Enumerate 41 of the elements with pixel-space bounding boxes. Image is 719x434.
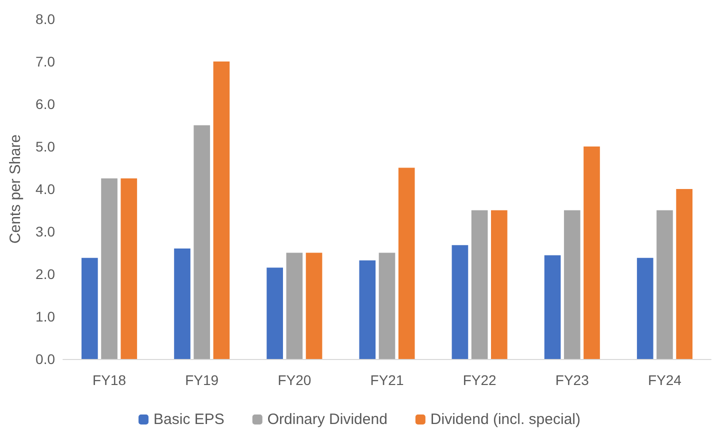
- legend-label: Ordinary Dividend: [267, 411, 388, 428]
- y-tick-label: 4.0: [36, 181, 56, 197]
- bar: [101, 178, 118, 359]
- bar: [584, 146, 600, 359]
- x-tick-label: FY21: [370, 372, 404, 388]
- bar: [378, 252, 396, 359]
- bar: [491, 210, 508, 359]
- y-tick-label: 8.0: [36, 11, 56, 27]
- bar: [471, 210, 488, 359]
- x-tick-label: FY20: [278, 372, 312, 388]
- bar: [306, 252, 322, 359]
- bar: [636, 258, 654, 359]
- bar: [544, 255, 561, 359]
- bar: [359, 260, 376, 359]
- bar: [194, 125, 210, 359]
- y-tick-label: 6.0: [36, 96, 56, 112]
- legend-label: Dividend (incl. special): [430, 411, 580, 428]
- bar: [398, 168, 415, 359]
- x-tick-label: FY19: [185, 372, 219, 388]
- x-tick-label: FY24: [648, 372, 682, 388]
- bar: [286, 252, 303, 359]
- bar: [266, 268, 283, 359]
- bar: [452, 245, 468, 359]
- x-tick-label: FY23: [555, 372, 590, 388]
- y-tick-label: 1.0: [36, 308, 56, 324]
- y-tick-label: 2.0: [36, 266, 56, 282]
- legend-label: Basic EPS: [154, 411, 224, 428]
- x-tick-label: FY18: [92, 372, 126, 388]
- bar: [213, 62, 230, 359]
- bar: [564, 210, 580, 359]
- bar: [174, 248, 190, 359]
- bar: [676, 189, 692, 359]
- y-tick-label: 5.0: [36, 138, 56, 154]
- y-tick-label: 7.0: [36, 54, 56, 70]
- bar: [120, 178, 138, 359]
- y-tick-label: 0.0: [36, 351, 56, 367]
- bar: [82, 258, 98, 359]
- y-tick-label: 3.0: [36, 224, 56, 240]
- y-axis-title: Cents per Share: [7, 134, 24, 244]
- bar: [656, 210, 673, 359]
- x-tick-label: FY22: [462, 372, 497, 388]
